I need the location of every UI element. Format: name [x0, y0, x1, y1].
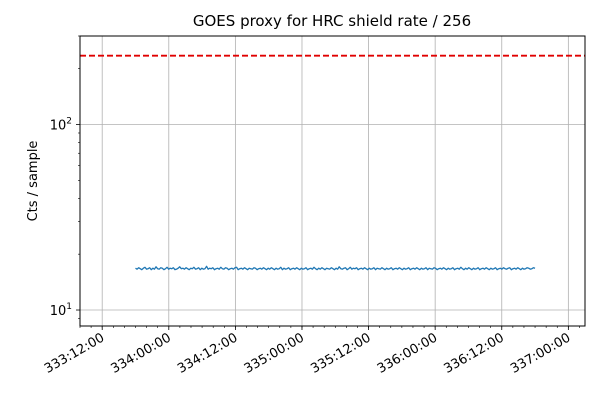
series-line — [135, 265, 536, 271]
y-tick-label: 102 — [50, 117, 72, 134]
chart-title: GOES proxy for HRC shield rate / 256 — [193, 12, 471, 30]
plot-frame — [79, 35, 586, 327]
y-tick-label: 101 — [50, 302, 72, 319]
y-axis: 101 102 — [50, 35, 80, 319]
y-axis-label: Cts / sample — [26, 141, 41, 222]
series-layer — [135, 265, 536, 271]
grid — [80, 36, 585, 326]
